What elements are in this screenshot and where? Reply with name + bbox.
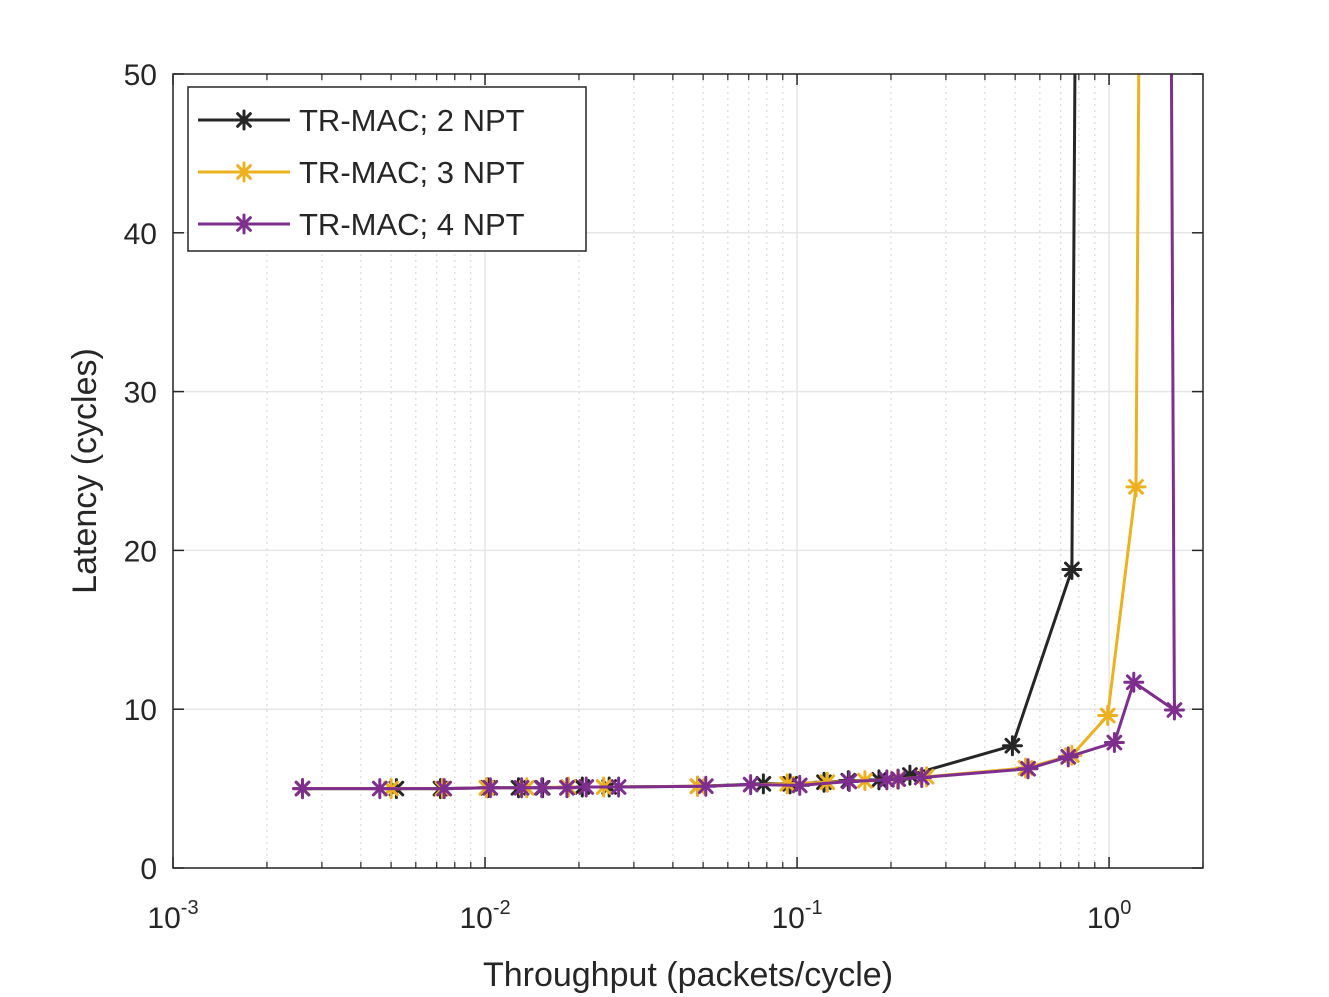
data-point-marker xyxy=(608,776,630,798)
data-point-marker xyxy=(556,777,578,799)
y-tick-label: 50 xyxy=(124,59,157,92)
data-point-marker xyxy=(433,778,455,800)
data-point-marker xyxy=(369,778,391,800)
axis-ticks xyxy=(172,73,1204,869)
legend-label: TR-MAC; 2 NPT xyxy=(299,103,525,138)
x-tick-label: 10-1 xyxy=(771,897,822,935)
legend-label: TR-MAC; 4 NPT xyxy=(299,207,525,242)
data-point-marker xyxy=(1061,558,1083,580)
y-axis-title: Latency (cycles) xyxy=(66,348,104,594)
y-tick-label: 40 xyxy=(124,218,157,251)
data-point-marker xyxy=(740,774,762,796)
data-point-marker xyxy=(233,161,255,183)
data-point-marker xyxy=(1097,705,1119,727)
y-tick-label: 0 xyxy=(140,853,157,886)
data-point-marker xyxy=(233,213,255,235)
legend: TR-MAC; 2 NPT TR-MAC; 3 NPT TR-MAC; 4 NPT xyxy=(187,86,587,252)
data-point-marker xyxy=(233,109,255,131)
x-axis-title: Throughput (packets/cycle) xyxy=(483,956,893,994)
data-point-marker xyxy=(291,778,313,800)
y-tick-label: 20 xyxy=(124,535,157,568)
legend-label: TR-MAC; 3 NPT xyxy=(299,155,525,190)
x-tick-label: 10-3 xyxy=(147,897,198,935)
data-point-marker xyxy=(838,770,860,792)
x-tick-label: 100 xyxy=(1087,897,1132,935)
x-tick-label: 10-2 xyxy=(459,897,510,935)
data-point-marker xyxy=(789,774,811,796)
data-point-marker xyxy=(1001,735,1023,757)
y-tick-labels: 0 10 20 30 40 50 xyxy=(124,59,157,886)
data-point-marker xyxy=(1017,758,1039,780)
data-point-marker xyxy=(911,766,933,788)
data-point-marker xyxy=(1123,671,1145,693)
data-point-marker xyxy=(695,775,717,797)
data-point-marker xyxy=(511,777,533,799)
data-point-marker xyxy=(575,776,597,798)
data-point-marker xyxy=(479,777,501,799)
x-tick-labels: 10-3 10-2 10-1 100 xyxy=(147,897,1131,935)
data-point-marker xyxy=(1103,732,1125,754)
series-line-4-npt xyxy=(302,74,1176,791)
data-point-marker xyxy=(887,768,909,790)
data-point-marker xyxy=(1125,476,1147,498)
series-layer xyxy=(291,74,1185,800)
data-point-marker xyxy=(1057,746,1079,768)
plot-area-border xyxy=(172,73,1204,869)
data-point-marker xyxy=(1163,699,1185,721)
data-point-marker xyxy=(531,777,553,799)
y-tick-label: 10 xyxy=(124,694,157,727)
y-tick-label: 30 xyxy=(124,377,157,410)
